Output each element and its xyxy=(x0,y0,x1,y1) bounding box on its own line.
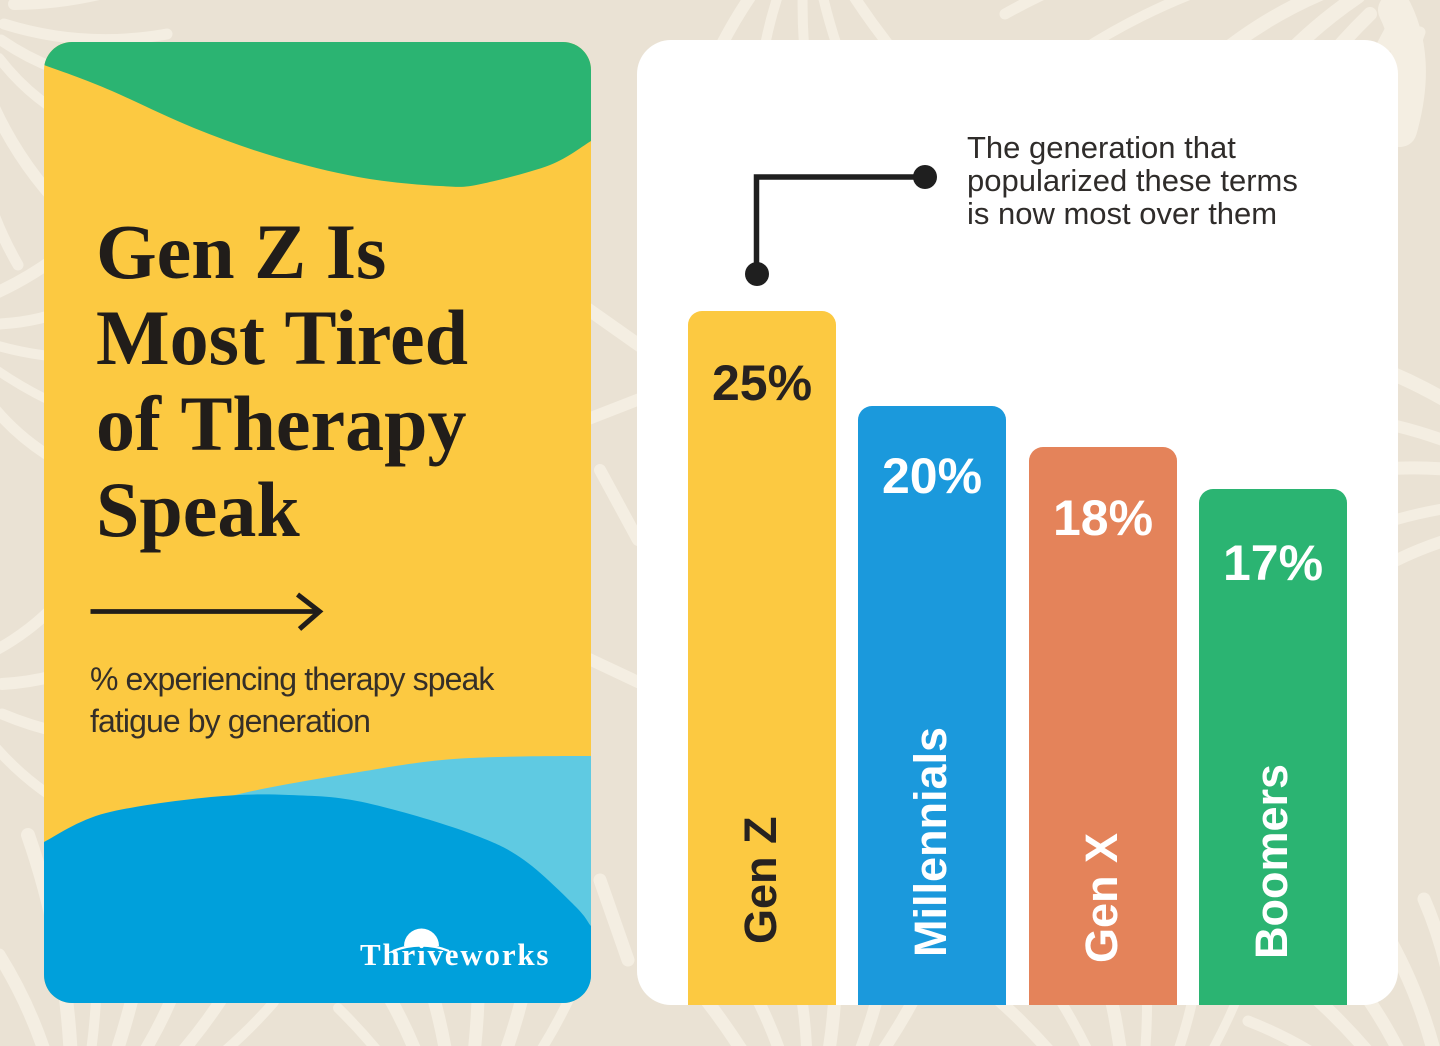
svg-text:Thriveworks: Thriveworks xyxy=(360,937,550,972)
